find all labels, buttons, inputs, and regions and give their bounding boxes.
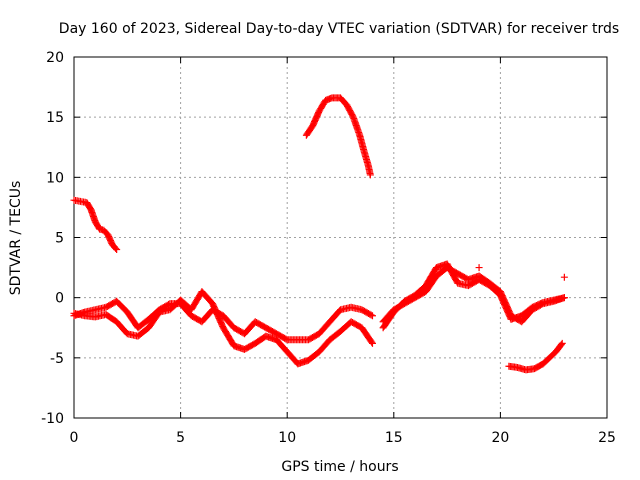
x-tick-label: 10	[278, 430, 296, 446]
data-point	[557, 341, 565, 349]
y-axis-label: SDTVAR / TECUs	[8, 181, 24, 296]
x-axis-ticks: 0 5 10 15 20 25	[70, 57, 616, 446]
chart-title: Day 160 of 2023, Sidereal Day-to-day VTE…	[59, 21, 619, 37]
y-axis-ticks: -10 -5 0 5 10 15 20	[41, 50, 607, 427]
data-point	[368, 338, 376, 346]
data-point	[560, 294, 568, 302]
y-tick-label: 5	[55, 231, 64, 247]
data-point	[475, 264, 483, 272]
grid	[74, 57, 607, 418]
y-tick-label: -10	[41, 411, 64, 427]
y-tick-label: 10	[46, 170, 64, 186]
x-tick-label: 5	[176, 430, 185, 446]
series-trace-a	[70, 297, 376, 344]
x-axis-label: GPS time / hours	[281, 459, 398, 475]
y-tick-label: 20	[46, 50, 64, 66]
x-tick-label: 15	[385, 430, 403, 446]
series-arc-midday-high	[302, 94, 374, 179]
data-point	[112, 244, 120, 252]
series-trace-c	[379, 264, 568, 326]
x-tick-label: 0	[70, 430, 79, 446]
y-tick-label: 15	[46, 110, 64, 126]
series-trace-b	[70, 288, 376, 368]
data-point	[558, 339, 566, 347]
y-tick-label: -5	[50, 351, 64, 367]
data-point	[560, 273, 568, 281]
data-point	[366, 171, 374, 179]
data-point	[368, 312, 376, 320]
series-trace-d	[379, 260, 568, 332]
y-tick-label: 0	[55, 291, 64, 307]
data-point	[367, 311, 375, 319]
series-outliers	[475, 264, 568, 281]
series-arc-late-low	[505, 339, 566, 374]
data-point	[368, 339, 376, 347]
x-tick-label: 20	[491, 430, 509, 446]
x-tick-label: 25	[598, 430, 616, 446]
plot-frame	[73, 56, 608, 419]
series-arc-early-high	[70, 196, 121, 254]
data-point	[113, 246, 121, 254]
data-points	[70, 94, 568, 374]
